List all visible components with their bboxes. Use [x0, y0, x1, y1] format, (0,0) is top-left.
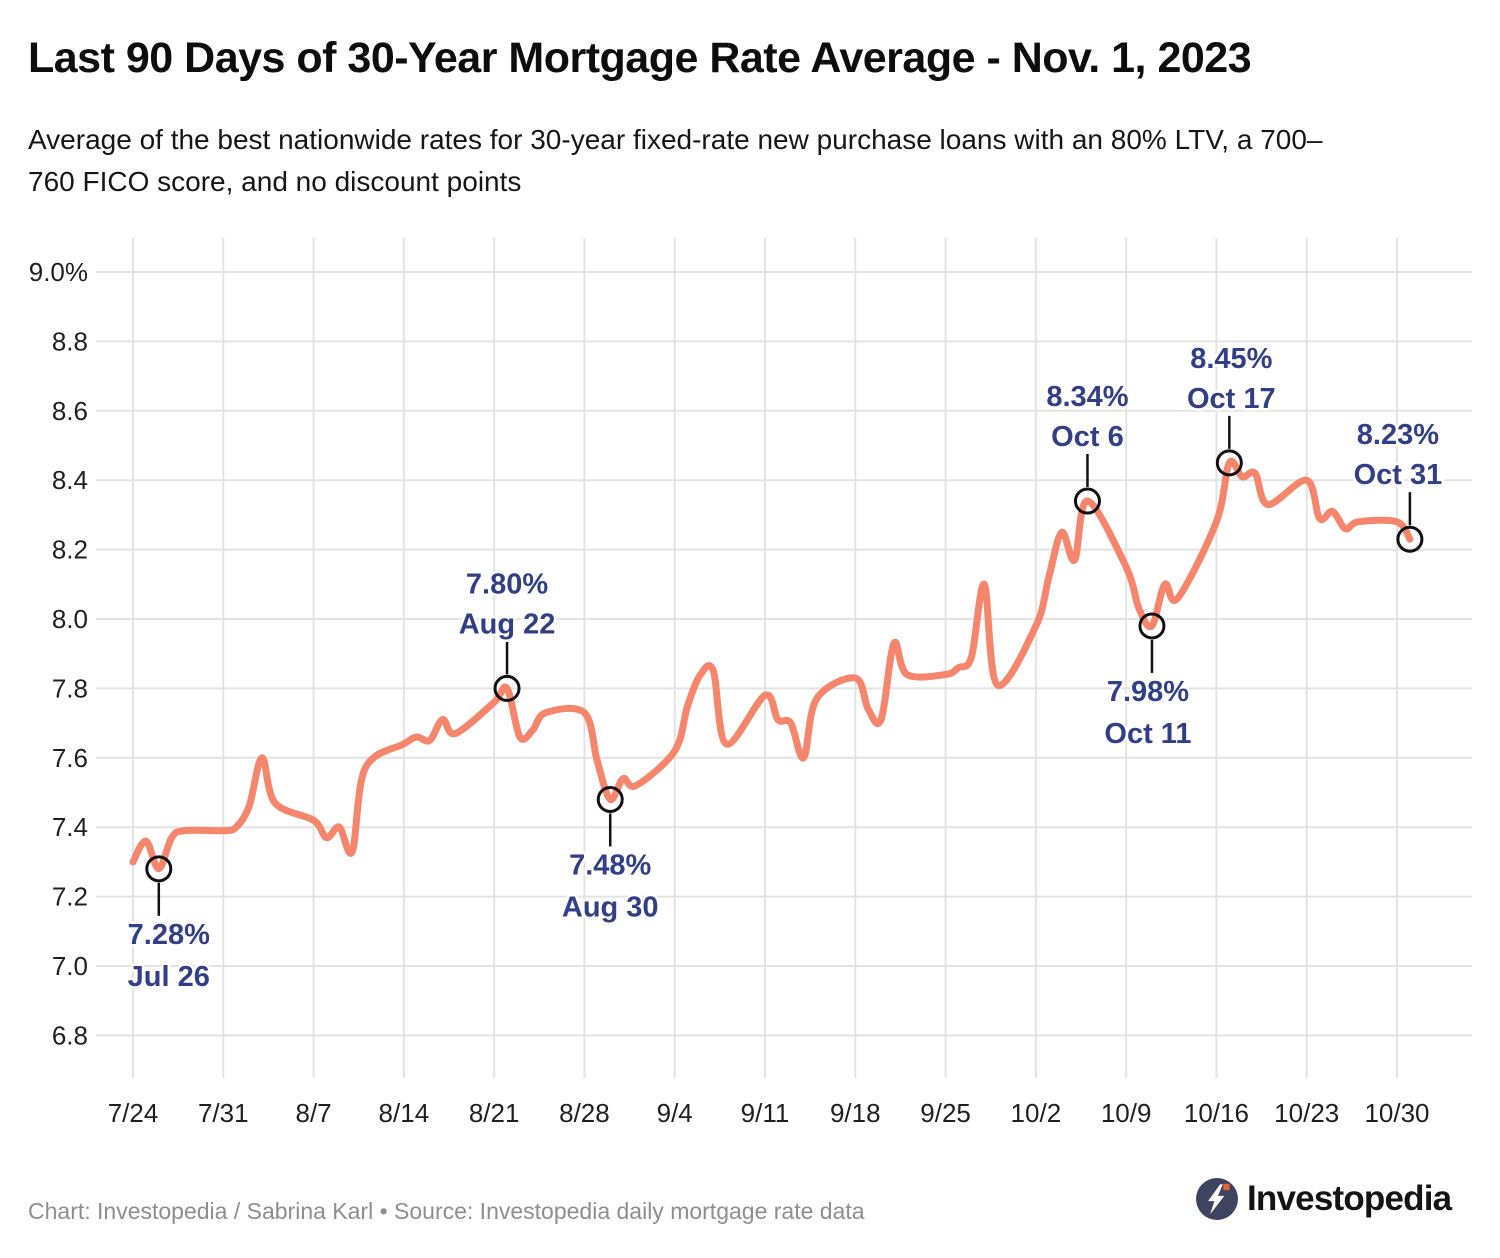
- annotation-value-label: 8.34%: [1046, 381, 1128, 413]
- investopedia-logo-text: Investopedia: [1247, 1179, 1452, 1218]
- y-tick-label: 7.4: [52, 812, 88, 842]
- x-tick-label: 8/28: [559, 1098, 610, 1128]
- y-tick-label: 7.6: [52, 743, 88, 773]
- x-tick-label: 9/25: [920, 1098, 971, 1128]
- annotation-value-label: 7.28%: [128, 919, 210, 951]
- investopedia-logo: Investopedia: [1196, 1178, 1452, 1220]
- investopedia-logo-icon: [1196, 1178, 1238, 1220]
- annotation-marker: [1138, 612, 1166, 640]
- x-tick-label: 9/18: [830, 1098, 881, 1128]
- x-tick-label: 8/21: [469, 1098, 520, 1128]
- annotation-marker: [596, 785, 624, 813]
- y-tick-label: 7.8: [52, 673, 88, 703]
- page-subtitle-line-2: 760 FICO score, and no discount points: [28, 166, 522, 197]
- annotation-value-label: 7.98%: [1107, 676, 1189, 708]
- annotation-value-label: 7.48%: [569, 849, 651, 881]
- annotation-marker: [1396, 525, 1424, 553]
- annotation-date-label: Oct 31: [1354, 459, 1443, 491]
- x-tick-label: 10/30: [1364, 1098, 1429, 1128]
- x-tick-label: 10/9: [1101, 1098, 1152, 1128]
- annotation-date-label: Jul 26: [128, 961, 210, 993]
- annotation-marker: [1073, 487, 1101, 515]
- page-title: Last 90 Days of 30-Year Mortgage Rate Av…: [28, 34, 1252, 82]
- y-tick-label: 7.0: [52, 951, 88, 981]
- y-tick-label: 8.4: [52, 465, 88, 495]
- annotation-value-label: 8.45%: [1190, 343, 1272, 375]
- annotation-marker: [493, 674, 521, 702]
- y-tick-label: 9.0%: [29, 257, 88, 287]
- annotation-marker: [1215, 449, 1243, 477]
- y-tick-label: 7.2: [52, 882, 88, 912]
- x-tick-label: 10/23: [1274, 1098, 1339, 1128]
- x-tick-label: 8/14: [379, 1098, 430, 1128]
- chart-credit: Chart: Investopedia / Sabrina Karl • Sou…: [28, 1198, 865, 1224]
- annotation-value-label: 7.80%: [466, 568, 548, 600]
- rate-line: [129, 457, 1414, 873]
- x-tick-label: 7/31: [198, 1098, 249, 1128]
- y-tick-label: 6.8: [52, 1020, 88, 1050]
- y-tick-label: 8.2: [52, 535, 88, 565]
- annotation-date-label: Aug 22: [459, 608, 556, 640]
- y-tick-label: 8.0: [52, 604, 88, 634]
- y-tick-label: 8.8: [52, 326, 88, 356]
- y-tick-label: 8.6: [52, 396, 88, 426]
- annotation-date-label: Aug 30: [562, 891, 659, 923]
- x-tick-label: 10/16: [1184, 1098, 1249, 1128]
- annotation-marker: [145, 855, 173, 883]
- x-tick-label: 8/7: [295, 1098, 331, 1128]
- page-subtitle-line-1: Average of the best nationwide rates for…: [28, 124, 1323, 155]
- x-tick-label: 9/4: [657, 1098, 693, 1128]
- x-tick-label: 10/2: [1011, 1098, 1062, 1128]
- annotation-value-label: 8.23%: [1357, 419, 1439, 451]
- x-tick-label: 9/11: [741, 1098, 790, 1128]
- x-tick-label: 7/24: [108, 1098, 159, 1128]
- annotation-date-label: Oct 17: [1187, 383, 1276, 415]
- annotation-date-label: Oct 11: [1104, 718, 1191, 750]
- annotation-date-label: Oct 6: [1051, 421, 1124, 453]
